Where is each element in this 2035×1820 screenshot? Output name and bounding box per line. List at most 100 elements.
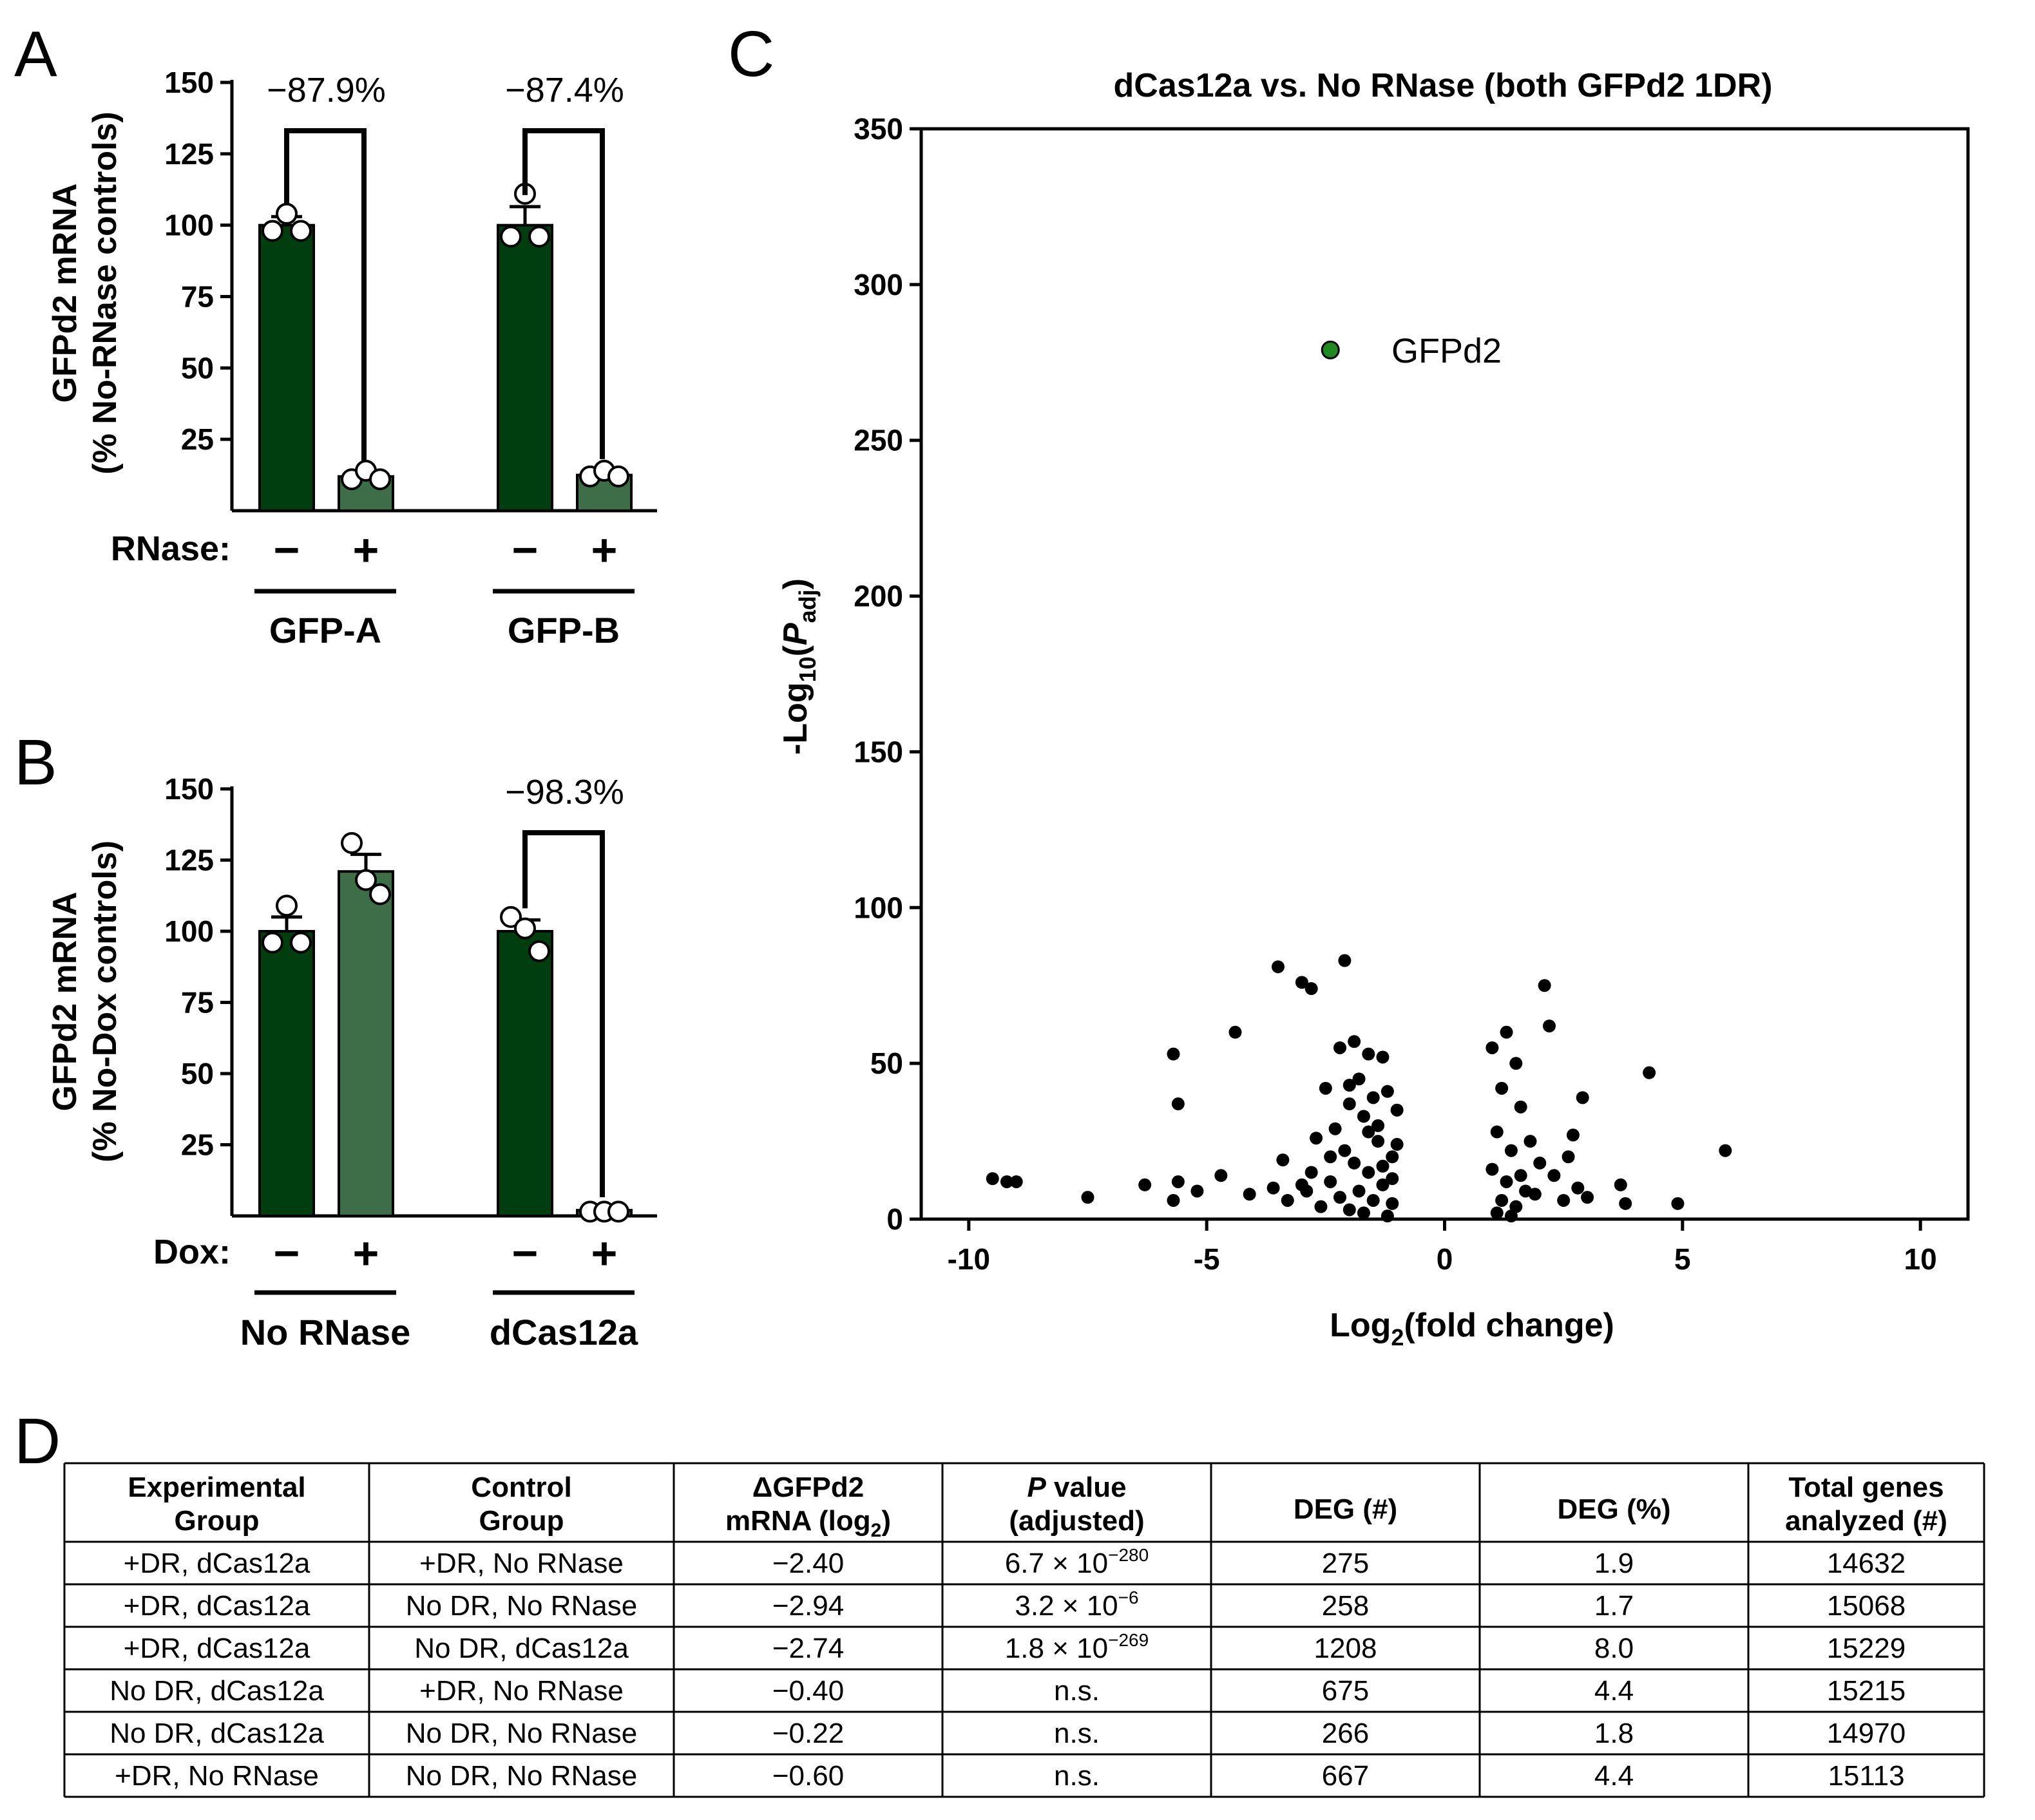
panel-c-xlabel-sub: 2 [1391, 1324, 1404, 1351]
panel-b-replicate-point [607, 1200, 629, 1223]
table-header-p-value: P value [1027, 1472, 1126, 1503]
panel-a-replicate-point [276, 202, 298, 225]
panel-b-y-tick-label: 25 [181, 1128, 214, 1162]
table-cell-deg-count: 675 [1322, 1675, 1369, 1707]
panel-c-gene-point [1348, 1035, 1361, 1048]
panel-a-group-2: GFP-B [508, 610, 620, 650]
panel-c-gene-point [1386, 1150, 1399, 1164]
panel-a-y-tick-label: 75 [181, 280, 214, 314]
panel-a-replicate-point [528, 225, 550, 248]
table-header-deg-count: DEG (#) [1294, 1493, 1397, 1525]
panel-c-gene-point [1171, 1097, 1185, 1111]
panel-c-x-tick-label: 5 [1674, 1242, 1691, 1276]
table-cell-experimental-group: +DR, dCas12a [124, 1633, 311, 1664]
panel-c-ylabel: -Log10(Padj) [777, 578, 821, 755]
panel-c-gene-point [1390, 1103, 1404, 1117]
panel-b-sign-2: + [353, 1228, 379, 1278]
table-cell-deg-percent: 4.4 [1594, 1675, 1634, 1707]
panel-c-gene-point [1390, 1137, 1404, 1151]
panel-c-gene-point [1490, 1206, 1504, 1220]
table-cell-p-value-base: n.s. [1054, 1760, 1100, 1792]
table-cell-total-genes: 15215 [1827, 1675, 1906, 1707]
panel-c-gene-point [1524, 1135, 1537, 1148]
table-cell-p-value-exponent: −280 [1108, 1545, 1149, 1565]
panel-c-gene-point [1333, 1041, 1346, 1054]
panel-a-bar [258, 223, 315, 512]
panel-b-bar [258, 930, 315, 1217]
table-header-p-rest: value [1046, 1472, 1127, 1503]
panel-c-gene-point [1081, 1191, 1094, 1204]
panel-b-ylabel-line1: GFPd2 mRNA [46, 892, 84, 1112]
table-cell-delta-gfpd2: −2.40 [772, 1548, 844, 1579]
panel-c-gene-point [1581, 1191, 1594, 1204]
panel-b: B GFPd2 mRNA (% No-Dox controls) 25 50 75 1… [14, 726, 657, 1352]
panel-c-gene-point [1352, 1184, 1366, 1198]
panel-c-gene-point [1381, 1085, 1394, 1098]
panel-c-gene-point [1171, 1175, 1185, 1188]
panel-a-letter: A [14, 18, 57, 90]
panel-c-y-tick-label: 300 [854, 268, 903, 301]
panel-b-replicate-point [528, 940, 550, 962]
panel-c-y-tick-label: 250 [854, 424, 903, 457]
panel-b-condition-label: Dox: [153, 1233, 231, 1271]
table-cell-p-value-exponent: −6 [1118, 1588, 1139, 1607]
panel-c-plot-frame [919, 127, 1970, 1221]
panel-c-gene-point [1338, 1144, 1352, 1157]
table-header-p-value: (adjusted) [1009, 1505, 1144, 1537]
panel-b-letter: B [14, 726, 57, 799]
panel-c-gene-point [1342, 1203, 1356, 1217]
panel-c-gene-point [1571, 1181, 1585, 1195]
panel-c-gene-point [1362, 1166, 1375, 1179]
table-cell-control-group: +DR, No RNase [419, 1675, 624, 1707]
panel-b-group-1: No RNase [240, 1312, 411, 1352]
table-cell-p-value: 3.2 × 10−6 [1015, 1588, 1138, 1622]
table-cell-p-value-base: n.s. [1054, 1718, 1100, 1749]
panel-c-gene-point [1671, 1197, 1685, 1210]
panel-b-replicate-point [341, 831, 363, 854]
table-cell-p-value-base: n.s. [1054, 1675, 1100, 1707]
panel-b-replicate-point [276, 895, 298, 917]
table-cell-delta-gfpd2: −2.94 [772, 1590, 844, 1622]
panel-c-gene-point [1376, 1159, 1390, 1173]
panel-c-gene-point [1490, 1125, 1504, 1139]
panel-b-percent-change-label: −98.3% [505, 773, 624, 811]
panel-c-gene-point [1352, 1072, 1366, 1086]
table-cell-delta-gfpd2: −0.60 [772, 1760, 844, 1792]
panel-c-gene-point [1576, 1091, 1589, 1104]
panel-c-x-tick-label: 0 [1437, 1242, 1453, 1276]
panel-c-gene-point [1486, 1041, 1499, 1054]
panel-c-gene-point [1243, 1188, 1256, 1201]
panel-c-y-tick-label: 150 [854, 735, 903, 768]
panel-b-y-tick-label: 150 [164, 772, 214, 806]
table-cell-p-value-base: 6.7 × 10 [1005, 1548, 1108, 1579]
panel-c-gene-point [1528, 1188, 1542, 1201]
panel-c-gene-point [1190, 1184, 1204, 1198]
panel-b-bar [338, 870, 394, 1218]
table-header-total-genes: analyzed (#) [1785, 1505, 1947, 1537]
panel-c-y-tick-label: 50 [870, 1047, 903, 1080]
panel-b-group-2: dCas12a [490, 1312, 638, 1352]
panel-c-gene-point [1566, 1128, 1580, 1142]
panel-c-gene-point [1167, 1047, 1180, 1061]
table-cell-experimental-group: No DR, dCas12a [110, 1718, 324, 1749]
panel-c: C dCas12a vs. No RNase (both GFPd2 1DR) … [728, 18, 1970, 1351]
panel-c-gene-point [1362, 1047, 1375, 1061]
panel-c-gene-point [1333, 1191, 1346, 1204]
panel-c-ylabel-p: P [777, 623, 814, 645]
table-cell-control-group: No DR, dCas12a [414, 1633, 629, 1664]
panel-c-gene-point [1338, 954, 1352, 967]
table-cell-experimental-group: +DR, No RNase [115, 1760, 319, 1792]
panel-c-gene-point [1304, 1166, 1318, 1179]
panel-d: D ExperimentalGroupControlGroupΔGFPd2mRN… [14, 1405, 1985, 1798]
panel-c-gene-point [1324, 1175, 1337, 1188]
table-cell-total-genes: 14970 [1827, 1718, 1906, 1749]
table-header-total-genes: Total genes [1788, 1472, 1944, 1503]
panel-c-gene-point [1500, 1175, 1513, 1188]
table-cell-deg-count: 667 [1322, 1760, 1369, 1792]
panel-c-y-tick-label: 0 [886, 1202, 903, 1236]
panel-c-x-tick-label: -10 [948, 1242, 990, 1276]
panel-a-replicate-point [369, 468, 391, 491]
table-cell-p-value: n.s. [1054, 1760, 1100, 1792]
panel-c-gene-point [1304, 982, 1318, 996]
